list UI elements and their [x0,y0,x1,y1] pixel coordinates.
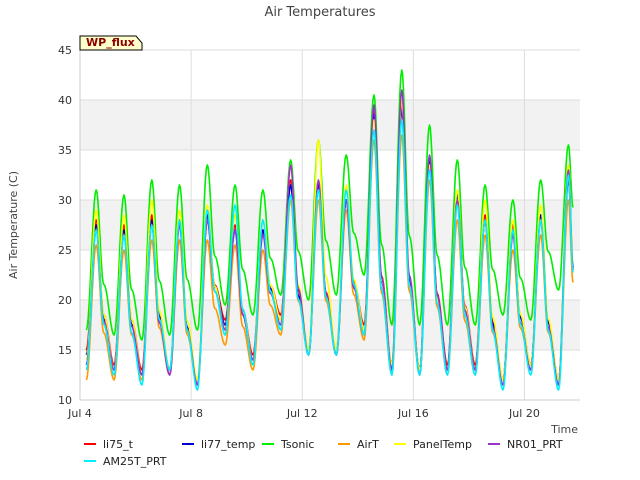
badge-shape [79,35,143,51]
series-line-am25t-prt [85,119,574,391]
y-tick-label: 35 [58,144,72,157]
legend: li75_t li77_temp Tsonic AirT PanelTemp NR01_P… [84,438,563,468]
series-line-tsonic [85,69,574,341]
y-tick-label: 45 [58,44,72,57]
x-tick-label: Jul 20 [508,407,540,420]
legend-label: li75_t [103,438,134,451]
chart-title: Air Temperatures [264,5,375,20]
plot-band [80,50,580,100]
y-tick-label: 15 [58,344,72,357]
legend-item-paneltemp: PanelTemp [394,438,472,451]
y-tick-label: 30 [58,194,72,207]
station-badge: WP_flux [79,35,143,51]
legend-label: li77_temp [201,438,255,451]
plot-background [80,50,580,400]
x-tick-label: Jul 16 [397,407,429,420]
y-tick-label: 25 [58,244,72,257]
x-tick-label: Jul 12 [286,407,318,420]
legend-label: Tsonic [280,438,314,451]
legend-label: PanelTemp [413,438,472,451]
legend-item-nr01-prt: NR01_PRT [488,438,563,451]
legend-item-li75-t: li75_t [84,438,134,451]
y-tick-label: 40 [58,94,72,107]
legend-item-airt: AirT [338,438,379,451]
series-lines [85,69,574,391]
plot-band [80,200,580,250]
y-tick-label: 20 [58,294,72,307]
x-tick-labels: Jul 4 Jul 8 Jul 12 Jul 16 Jul 20 [67,407,540,420]
y-tick-label: 10 [58,394,72,407]
plot-band [80,150,580,200]
x-tick-label: Jul 4 [67,407,92,420]
y-axis-label: Air Temperature (C) [7,171,20,279]
axes [79,50,580,401]
legend-label: NR01_PRT [507,438,563,451]
y-tick-labels: 10 15 20 25 30 35 40 45 [58,44,72,407]
plot-band [80,350,580,400]
legend-label: AirT [357,438,379,451]
legend-label: AM25T_PRT [103,455,167,468]
plot-band [80,100,580,150]
legend-item-tsonic: Tsonic [262,438,314,451]
x-axis-label: Time [550,423,578,436]
badge-label: WP_flux [86,36,135,49]
x-tick-label: Jul 8 [178,407,203,420]
legend-item-li77-temp: li77_temp [182,438,255,451]
legend-item-am25t-prt: AM25T_PRT [84,455,167,468]
